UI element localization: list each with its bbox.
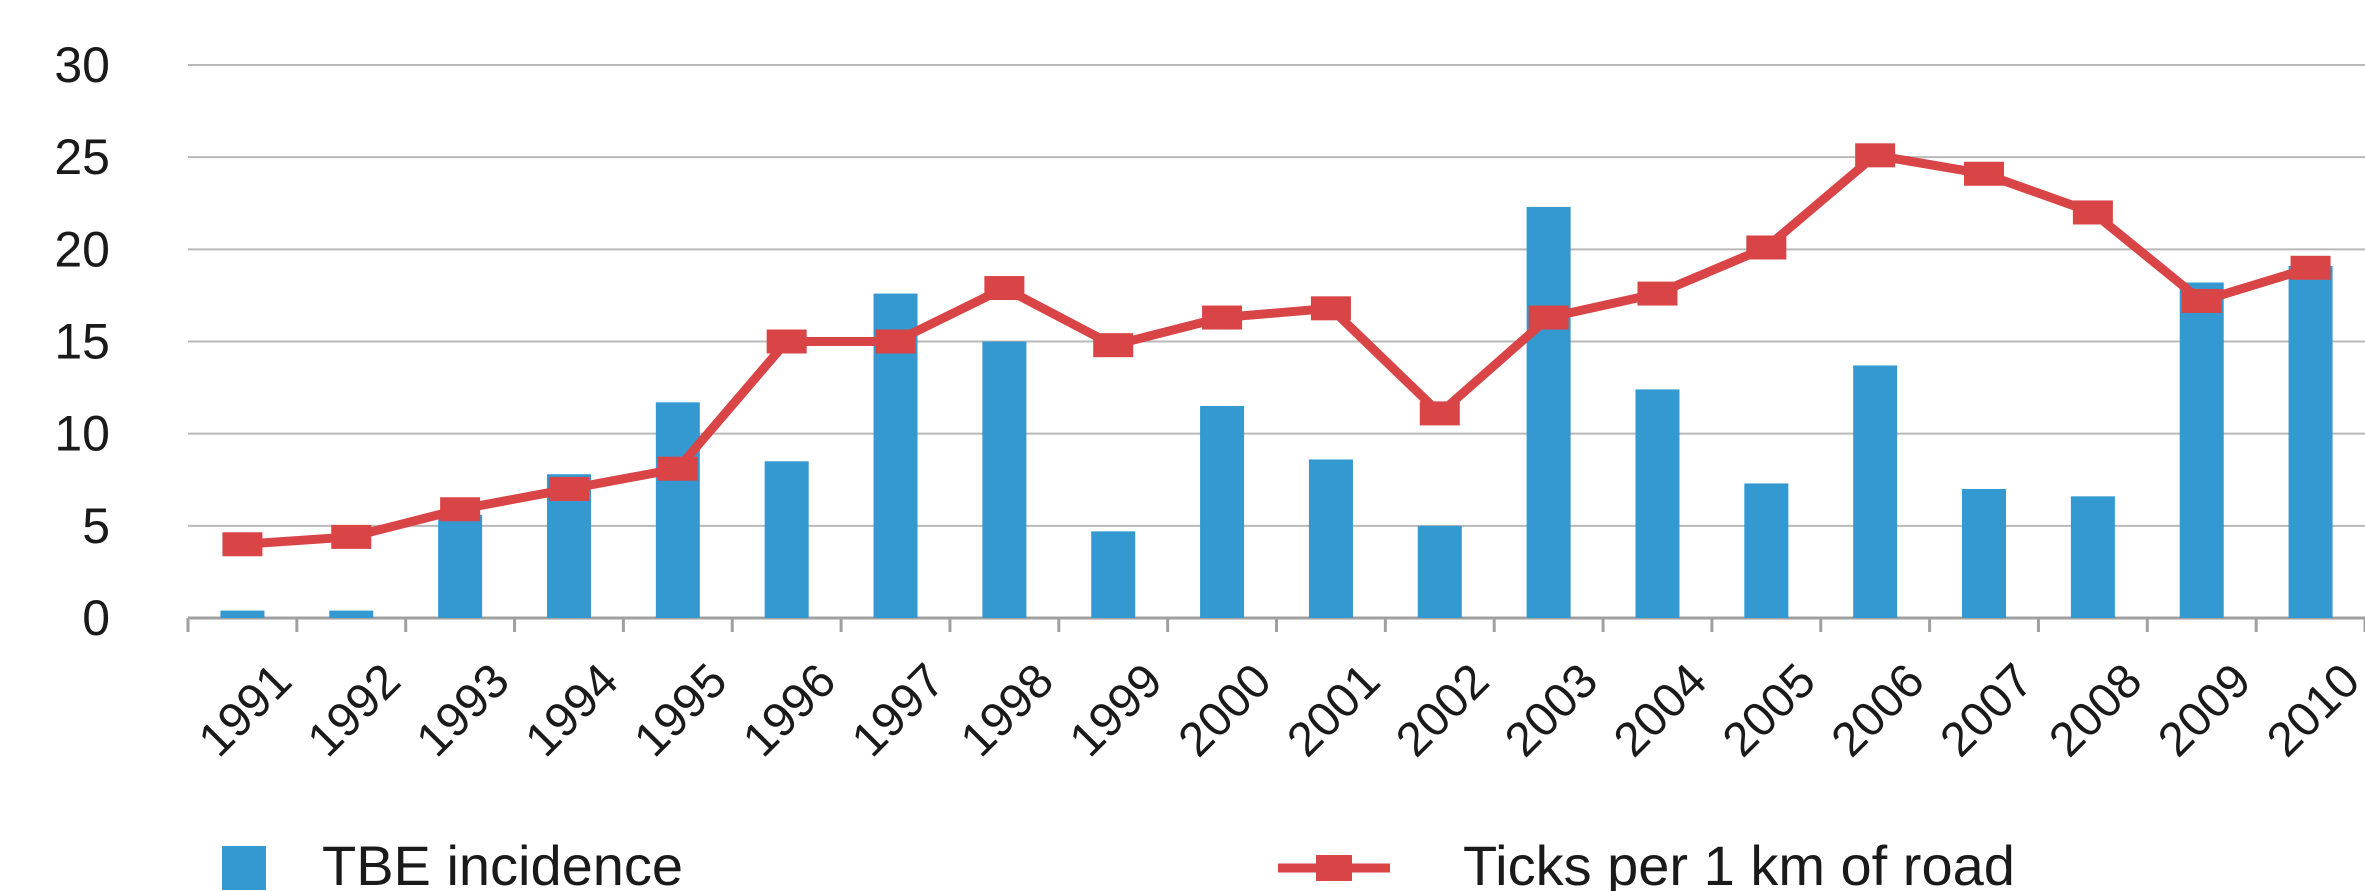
y-tick-label: 0: [82, 590, 110, 646]
x-tick-label: 2003: [1495, 654, 1608, 767]
bar: [1417, 525, 1462, 618]
line-point: [440, 497, 481, 522]
line-point: [1202, 305, 1243, 330]
legend: TBE incidence Ticks per 1 km of road: [222, 834, 2015, 891]
x-tick-label: 2004: [1604, 654, 1717, 767]
y-tick-label: 20: [54, 221, 110, 277]
line-point: [1855, 143, 1896, 168]
x-tick-label: 1997: [842, 654, 955, 767]
y-tick-label: 5: [82, 498, 110, 554]
line-point: [1528, 305, 1569, 330]
bar: [2070, 496, 2115, 618]
bar: [1091, 531, 1136, 618]
bar: [1635, 389, 1680, 618]
legend-line-label: Ticks per 1 km of road: [1463, 834, 2015, 891]
x-tick-label: 1996: [733, 654, 846, 767]
line-point: [657, 456, 698, 481]
legend-bar-swatch: [222, 846, 266, 890]
bar: [1200, 406, 1245, 618]
y-axis-ticks: 0 5 10 15 20 25 30: [54, 37, 110, 646]
line-point: [331, 524, 372, 549]
bar: [764, 461, 809, 618]
line-point: [766, 329, 807, 354]
bar: [1526, 206, 1571, 619]
x-tick-label: 1994: [516, 654, 629, 767]
x-tick-label: 2001: [1277, 654, 1390, 767]
line-series: [222, 143, 2331, 557]
x-tick-label: 1995: [624, 654, 737, 767]
x-axis: [186, 616, 2365, 632]
bar-series: [220, 206, 2333, 619]
x-tick-label: 2006: [1822, 654, 1935, 767]
x-tick-label: 2005: [1713, 654, 1826, 767]
legend-line-marker: [1316, 855, 1352, 881]
line-point: [1093, 333, 1134, 358]
line-point: [548, 476, 589, 501]
x-axis-labels: 1991199219931994199519961997199819992000…: [189, 654, 2365, 767]
legend-item-bar: TBE incidence: [222, 834, 683, 891]
y-tick-label: 15: [54, 314, 110, 370]
y-tick-label: 30: [54, 37, 110, 93]
bar: [438, 514, 483, 618]
bar: [1962, 488, 2007, 618]
line-point: [875, 329, 916, 354]
x-tick-label: 1991: [189, 654, 302, 767]
x-tick-label: 2002: [1386, 654, 1499, 767]
legend-item-line: Ticks per 1 km of road: [1278, 834, 2015, 891]
line-point: [984, 276, 1025, 301]
x-tick-label: 1992: [298, 654, 411, 767]
bar: [1308, 459, 1353, 618]
line-point: [2072, 200, 2113, 225]
x-tick-label: 2010: [2257, 654, 2365, 767]
x-tick-label: 2008: [2039, 654, 2152, 767]
gridlines: [188, 64, 2365, 527]
x-tick-label: 1998: [951, 654, 1064, 767]
x-tick-label: 2007: [1931, 654, 2044, 767]
bar: [2179, 282, 2224, 618]
bar: [220, 610, 265, 618]
line-point: [1419, 401, 1460, 426]
line-point: [1746, 235, 1787, 260]
bar: [1853, 365, 1898, 618]
line-point: [1637, 281, 1678, 306]
y-tick-label: 10: [54, 406, 110, 462]
line-point: [1310, 296, 1351, 321]
bar: [1744, 483, 1789, 618]
bar: [655, 402, 700, 618]
x-tick-label: 2009: [2148, 654, 2261, 767]
x-tick-label: 1999: [1060, 654, 1173, 767]
line-point: [1964, 161, 2005, 186]
line-point: [2290, 255, 2331, 280]
bar: [329, 610, 374, 618]
x-tick-label: 2000: [1169, 654, 1282, 767]
bar: [982, 341, 1027, 618]
x-tick-label: 1993: [407, 654, 520, 767]
line-point: [222, 532, 263, 557]
y-tick-label: 25: [54, 129, 110, 185]
legend-bar-label: TBE incidence: [322, 834, 683, 891]
line-point: [2181, 288, 2222, 313]
bar: [2288, 265, 2333, 618]
